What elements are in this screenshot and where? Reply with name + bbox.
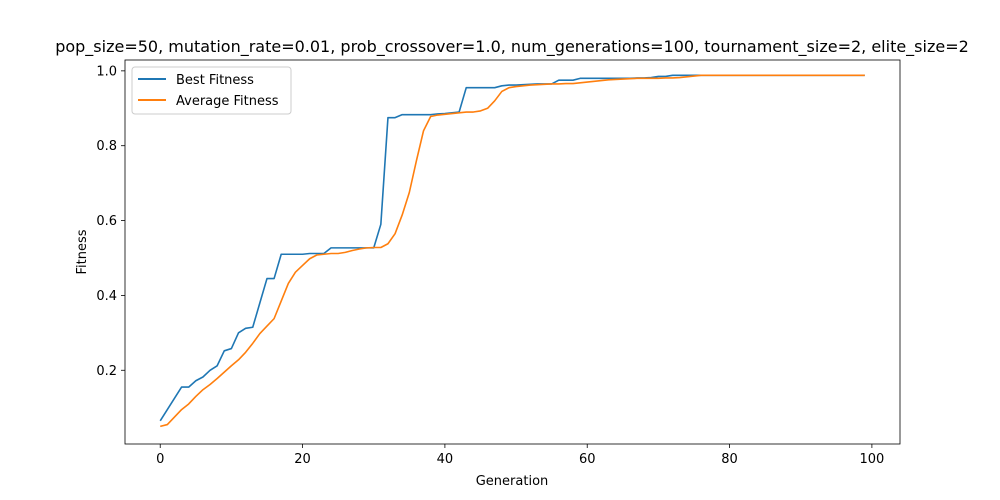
legend-box (131, 66, 292, 115)
x-axis-label: Generation (476, 474, 549, 489)
x-tick-label: 20 (294, 452, 311, 467)
y-tick-label: 1.0 (96, 64, 117, 79)
y-tick-label: 0.4 (96, 289, 117, 304)
y-tick-label: 0.8 (96, 139, 117, 154)
plot-frame (124, 59, 901, 445)
x-tick-label: 60 (579, 452, 596, 467)
x-axis-ticks: 0 20 40 60 80 100 (156, 444, 884, 467)
legend-label-best: Best Fitness (176, 73, 254, 88)
x-tick-label: 100 (859, 452, 884, 467)
plot-area (125, 60, 900, 444)
legend-label-average: Average Fitness (176, 94, 279, 109)
y-axis-label: Fitness (75, 229, 90, 274)
x-tick-label: 80 (721, 452, 738, 467)
y-axis-ticks: 0.2 0.4 0.6 0.8 1.0 (96, 64, 125, 379)
y-tick-label: 0.6 (96, 214, 117, 229)
series-layer (159, 74, 865, 428)
legend: Best Fitness Average Fitness (131, 66, 292, 115)
series-line-average-fitness (160, 74, 865, 428)
x-tick-label: 40 (437, 452, 454, 467)
y-tick-label: 0.2 (96, 364, 117, 379)
chart-title: pop_size=50, mutation_rate=0.01, prob_cr… (55, 37, 969, 57)
x-tick-label: 0 (156, 452, 164, 467)
